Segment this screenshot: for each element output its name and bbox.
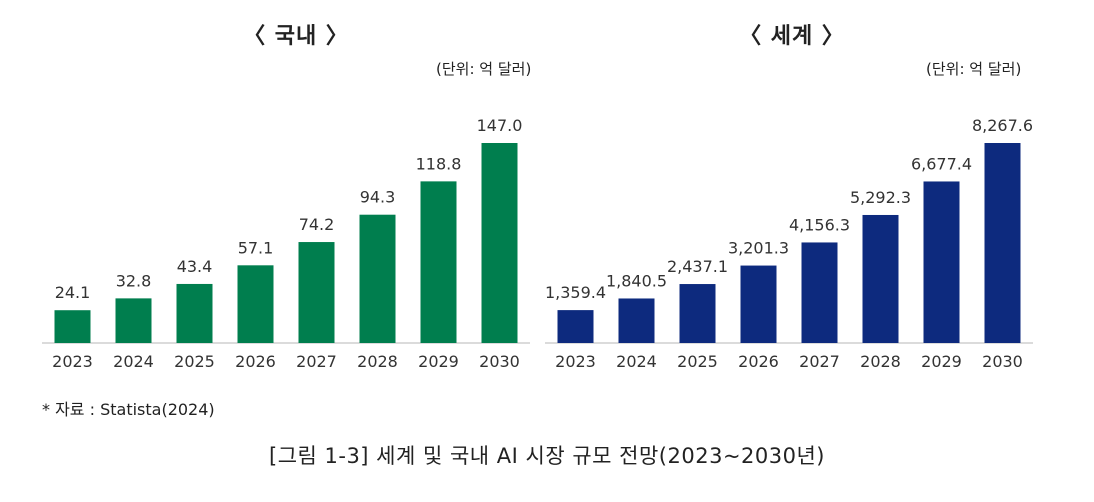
- domestic-value-label-2027: 74.2: [299, 215, 335, 234]
- world-chart-title: 〈 세계 〉: [739, 24, 845, 49]
- world-bar-2028: [862, 214, 899, 343]
- domestic-bar-2030: [481, 143, 518, 343]
- domestic-bar-2025: [176, 283, 213, 343]
- domestic-x-tick-2028: 2028: [357, 352, 398, 371]
- domestic-bar-2027: [298, 242, 335, 343]
- domestic-x-tick-2025: 2025: [174, 352, 215, 371]
- world-x-tick-2030: 2030: [982, 352, 1023, 371]
- domestic-bar-2028: [359, 214, 396, 343]
- world-value-label-2030: 8,267.6: [972, 116, 1033, 135]
- world-bar-2030: [984, 143, 1021, 343]
- world-unit-label: (단위: 억 달러): [926, 60, 1022, 78]
- figure-caption: [그림 1-3] 세계 및 국내 AI 시장 규모 전망(2023~2030년): [269, 444, 825, 468]
- domestic-value-label-2025: 43.4: [177, 257, 213, 276]
- domestic-x-tick-2026: 2026: [235, 352, 276, 371]
- world-value-label-2023: 1,359.4: [545, 283, 606, 302]
- world-x-tick-2023: 2023: [555, 352, 596, 371]
- world-x-tick-2029: 2029: [921, 352, 962, 371]
- domestic-x-tick-2030: 2030: [479, 352, 520, 371]
- domestic-chart-title: 〈 국내 〉: [243, 24, 349, 49]
- world-value-label-2028: 5,292.3: [850, 188, 911, 207]
- world-x-tick-2024: 2024: [616, 352, 657, 371]
- domestic-bar-2024: [115, 298, 152, 343]
- world-value-label-2024: 1,840.5: [606, 271, 667, 290]
- world-value-label-2029: 6,677.4: [911, 154, 972, 173]
- domestic-x-tick-2023: 2023: [52, 352, 93, 371]
- domestic-bar-2029: [420, 181, 457, 343]
- world-x-tick-2027: 2027: [799, 352, 840, 371]
- domestic-value-label-2030: 147.0: [477, 116, 523, 135]
- domestic-bar-2026: [237, 265, 274, 343]
- domestic-value-label-2029: 118.8: [416, 154, 462, 173]
- world-x-tick-2026: 2026: [738, 352, 779, 371]
- domestic-value-label-2023: 24.1: [55, 283, 91, 302]
- domestic-x-tick-2029: 2029: [418, 352, 459, 371]
- domestic-value-label-2024: 32.8: [116, 271, 152, 290]
- world-bar-2029: [923, 181, 960, 343]
- world-bar-2025: [679, 284, 716, 343]
- domestic-x-tick-2027: 2027: [296, 352, 337, 371]
- world-x-tick-2025: 2025: [677, 352, 718, 371]
- source-note: * 자료 : Statista(2024): [42, 400, 215, 419]
- domestic-value-label-2026: 57.1: [238, 238, 274, 257]
- domestic-unit-label: (단위: 억 달러): [436, 60, 532, 78]
- world-x-tick-2028: 2028: [860, 352, 901, 371]
- world-bar-2027: [801, 242, 838, 343]
- world-bar-2026: [740, 265, 777, 343]
- world-value-label-2026: 3,201.3: [728, 239, 789, 258]
- world-bar-2023: [557, 310, 594, 343]
- world-bar-2024: [618, 298, 655, 343]
- domestic-bar-2023: [54, 310, 91, 343]
- domestic-value-label-2028: 94.3: [360, 188, 396, 207]
- domestic-x-tick-2024: 2024: [113, 352, 154, 371]
- domestic-bar-chart: 24.1 2023 32.8 2024 43.4 2025 57.1 2026 74.2 2027…: [42, 116, 530, 371]
- world-value-label-2025: 2,437.1: [667, 257, 728, 276]
- world-bar-chart: 1,359.4 2023 1,840.5 2024 2,437.1 2025 3,201.3…: [545, 116, 1033, 371]
- world-value-label-2027: 4,156.3: [789, 215, 850, 234]
